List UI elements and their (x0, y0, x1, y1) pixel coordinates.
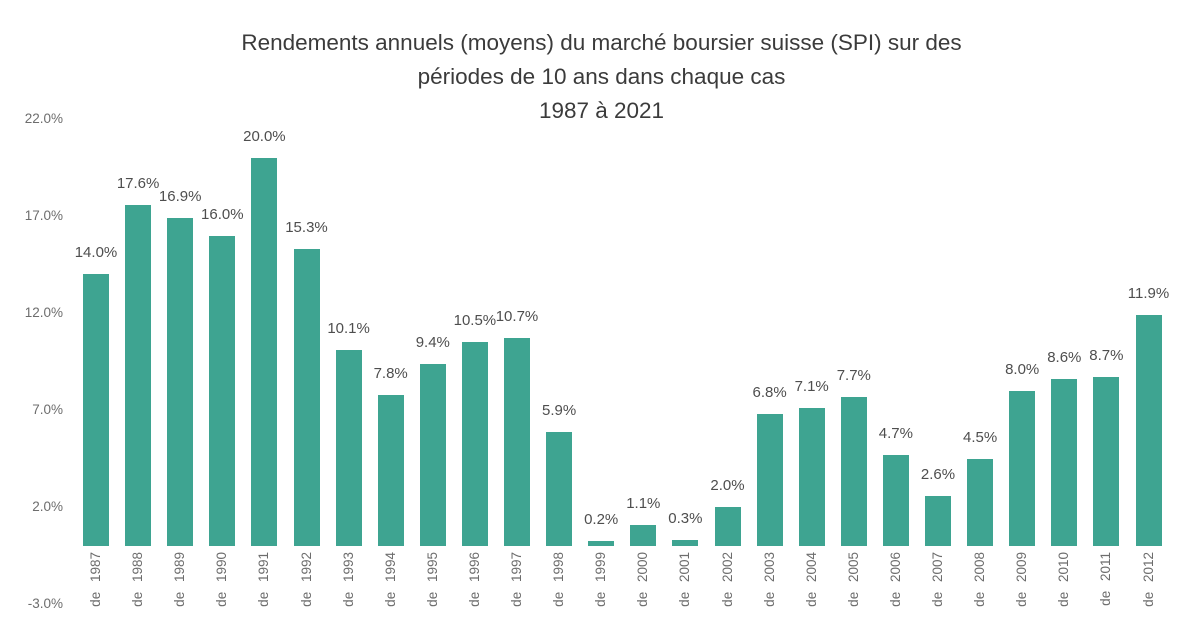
bar (419, 363, 446, 546)
bar (335, 350, 362, 546)
bar (588, 541, 615, 546)
bar (1051, 379, 1078, 546)
chart-title: Rendements annuels (moyens) du marché bo… (0, 26, 1203, 128)
bar-value-label: 7.8% (373, 364, 408, 382)
bar-value-label: 0.3% (668, 510, 703, 528)
bar (756, 414, 783, 546)
bar (125, 204, 152, 546)
y-axis-tick-label: 22.0% (24, 111, 63, 127)
bar (1135, 315, 1162, 546)
bar (1093, 377, 1120, 546)
bar-value-label: 4.5% (962, 428, 998, 446)
x-axis-tick-label: de 1998 (551, 552, 567, 607)
y-axis-tick-label: 12.0% (24, 305, 63, 321)
bar-value-label: 6.8% (752, 384, 787, 402)
x-axis-tick-label: de 2003 (761, 552, 777, 607)
bar (882, 454, 909, 546)
bar (167, 218, 194, 546)
bar (83, 274, 109, 546)
x-axis-tick-label: de 2009 (1014, 552, 1030, 607)
y-axis-tick-label: -3.0% (27, 596, 63, 612)
x-axis-tick-label: de 2012 (1140, 552, 1156, 607)
bar-value-label: 16.9% (158, 188, 202, 206)
x-axis-tick-label: de 2001 (677, 552, 693, 607)
bar-value-label: 10.1% (327, 320, 370, 338)
bar (925, 495, 951, 546)
bar (967, 458, 994, 546)
x-axis-tick-label: de 1987 (88, 552, 103, 607)
x-axis-tick-label: de 1989 (172, 552, 188, 607)
bar (209, 235, 236, 546)
bar-value-label: 7.7% (836, 366, 871, 384)
x-axis-tick-label: de 2011 (1098, 552, 1114, 606)
bar-value-label: 2.0% (710, 477, 745, 495)
bar-value-label: 10.7% (495, 308, 539, 326)
bar (714, 507, 741, 546)
bar (293, 249, 320, 546)
bar-value-label: 10.5% (453, 312, 497, 330)
bar-value-label: 8.0% (1005, 360, 1040, 378)
x-axis-tick-label: de 1994 (382, 552, 398, 607)
chart-title-line1: Rendements annuels (moyens) du marché bo… (241, 30, 962, 55)
bar-value-label: 7.1% (794, 378, 829, 396)
x-axis-tick-label: de 1996 (466, 552, 482, 607)
x-axis-tick-label: de 2010 (1056, 552, 1072, 607)
bar-value-label: 16.0% (201, 205, 244, 223)
x-axis-tick-label: de 1988 (130, 552, 146, 607)
bar (251, 158, 278, 546)
bar (1009, 390, 1036, 546)
x-axis-tick-label: de 1997 (509, 552, 524, 607)
bar (461, 342, 488, 546)
bar-value-label: 20.0% (243, 128, 286, 145)
bar (840, 396, 867, 546)
bar (798, 408, 825, 546)
bar-value-label: 5.9% (541, 401, 577, 419)
bar (546, 431, 573, 546)
bar (630, 524, 657, 546)
bar-value-label: 17.6% (116, 174, 160, 192)
bar-value-label: 14.0% (74, 244, 118, 262)
bar-value-label: 15.3% (285, 219, 328, 237)
x-axis-tick-label: de 1999 (593, 552, 609, 607)
chart-title-line2: périodes de 10 ans dans chaque cas (417, 64, 786, 89)
x-axis-tick-label: de 1991 (256, 552, 272, 607)
x-axis-tick-label: de 2002 (719, 552, 735, 607)
bar (377, 394, 404, 546)
bar-value-label: 0.2% (584, 511, 619, 528)
x-axis-tick-label: de 2006 (887, 552, 903, 607)
bar (504, 338, 530, 546)
bar-value-label: 8.6% (1047, 349, 1082, 367)
x-axis-tick-label: de 2007 (930, 552, 945, 607)
x-axis-tick-label: de 1992 (298, 552, 314, 607)
x-axis-tick-label: de 1993 (340, 552, 356, 607)
bar-value-label: 9.4% (415, 333, 450, 351)
y-axis-tick-label: 7.0% (32, 402, 63, 418)
x-axis-tick-label: de 2004 (803, 552, 819, 607)
x-axis-tick-label: de 1990 (214, 552, 230, 607)
x-axis-tick-label: de 1995 (424, 552, 440, 607)
bar (672, 540, 699, 546)
x-axis-tick-label: de 2000 (635, 552, 651, 607)
bar-value-label: 2.6% (920, 465, 956, 483)
x-axis-tick-label: de 2008 (972, 552, 988, 607)
chart-title-line3: 1987 à 2021 (538, 98, 665, 123)
bar-value-label: 8.7% (1089, 347, 1124, 365)
bar-value-label: 11.9% (1127, 285, 1170, 303)
bar-value-label: 4.7% (878, 424, 913, 442)
x-axis-tick-label: de 2005 (845, 552, 861, 607)
bar-value-label: 1.1% (626, 494, 661, 512)
y-axis-tick-label: 2.0% (32, 499, 63, 515)
y-axis-tick-label: 17.0% (24, 208, 63, 224)
